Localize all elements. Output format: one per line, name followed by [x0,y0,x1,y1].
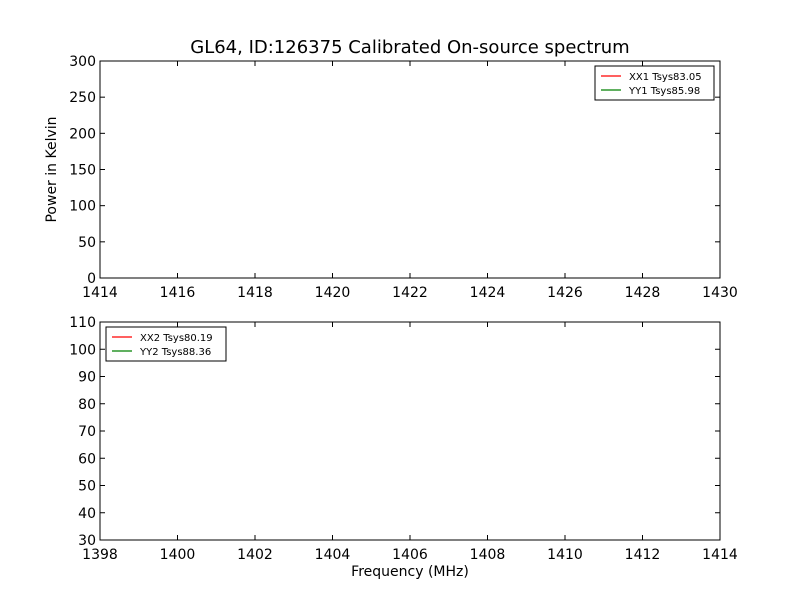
y-tick-label: 90 [78,370,96,386]
x-tick-label: 1424 [470,285,506,301]
x-tick-label: 1418 [237,285,273,301]
bottom-spectrum-panel: 1398 1400 1402 1404 1406 1408 1410 1412 1414 30 40… [69,315,738,580]
x-tick-label: 1430 [702,285,738,301]
x-tick-label: 1414 [702,547,738,563]
y-tick-label: 40 [78,506,96,522]
x-tick-label: 1420 [315,285,351,301]
x-tick-label: 1406 [392,547,428,563]
figure-title: GL64, ID:126375 Calibrated On-source spe… [190,37,629,58]
legend-box [594,65,715,101]
x-tick-label: 1422 [392,285,428,301]
x-tick-label: 1408 [470,547,506,563]
y-tick-label: 30 [78,533,96,549]
legend-label-1: XX2 Tsys80.19 [140,333,213,344]
y-tick-label: 60 [78,451,96,467]
legend: XX1 Tsys83.05 YY1 Tsys85.98 [594,65,715,101]
legend-label-1: XX1 Tsys83.05 [629,72,702,83]
legend-box [105,326,227,362]
y-tick-label: 100 [69,342,96,358]
y-axis-label: Power in Kelvin [44,116,60,222]
y-tick-label: 80 [78,397,96,413]
x-axis-label: Frequency (MHz) [351,564,469,580]
x-tick-label: 1402 [237,547,273,563]
x-tick-label: 1400 [160,547,196,563]
x-tick-label: 1410 [547,547,583,563]
legend: XX2 Tsys80.19 YY2 Tsys88.36 [105,326,227,362]
y-tick-label: 0 [87,271,96,287]
x-tick-label: 1426 [547,285,583,301]
y-tick-label: 70 [78,424,96,440]
x-tick-label: 1398 [82,547,118,563]
legend-label-2: YY1 Tsys85.98 [628,86,700,97]
top-spectrum-panel: 1414 1416 1418 1420 1422 1424 1426 1428 1430 0 50 1… [44,54,738,301]
y-tick-label: 250 [69,90,96,106]
legend-label-2: YY2 Tsys88.36 [139,347,211,358]
y-tick-label: 50 [78,235,96,251]
y-tick-label: 150 [69,163,96,179]
y-tick-label: 100 [69,199,96,215]
x-tick-label: 1414 [82,285,118,301]
y-tick-label: 110 [69,315,96,331]
x-tick-label: 1416 [160,285,196,301]
y-tick-label: 300 [69,54,96,70]
x-tick-label: 1412 [625,547,661,563]
x-tick-label: 1428 [625,285,661,301]
y-tick-label: 200 [69,126,96,142]
y-tick-label: 50 [78,479,96,495]
x-tick-label: 1404 [315,547,351,563]
